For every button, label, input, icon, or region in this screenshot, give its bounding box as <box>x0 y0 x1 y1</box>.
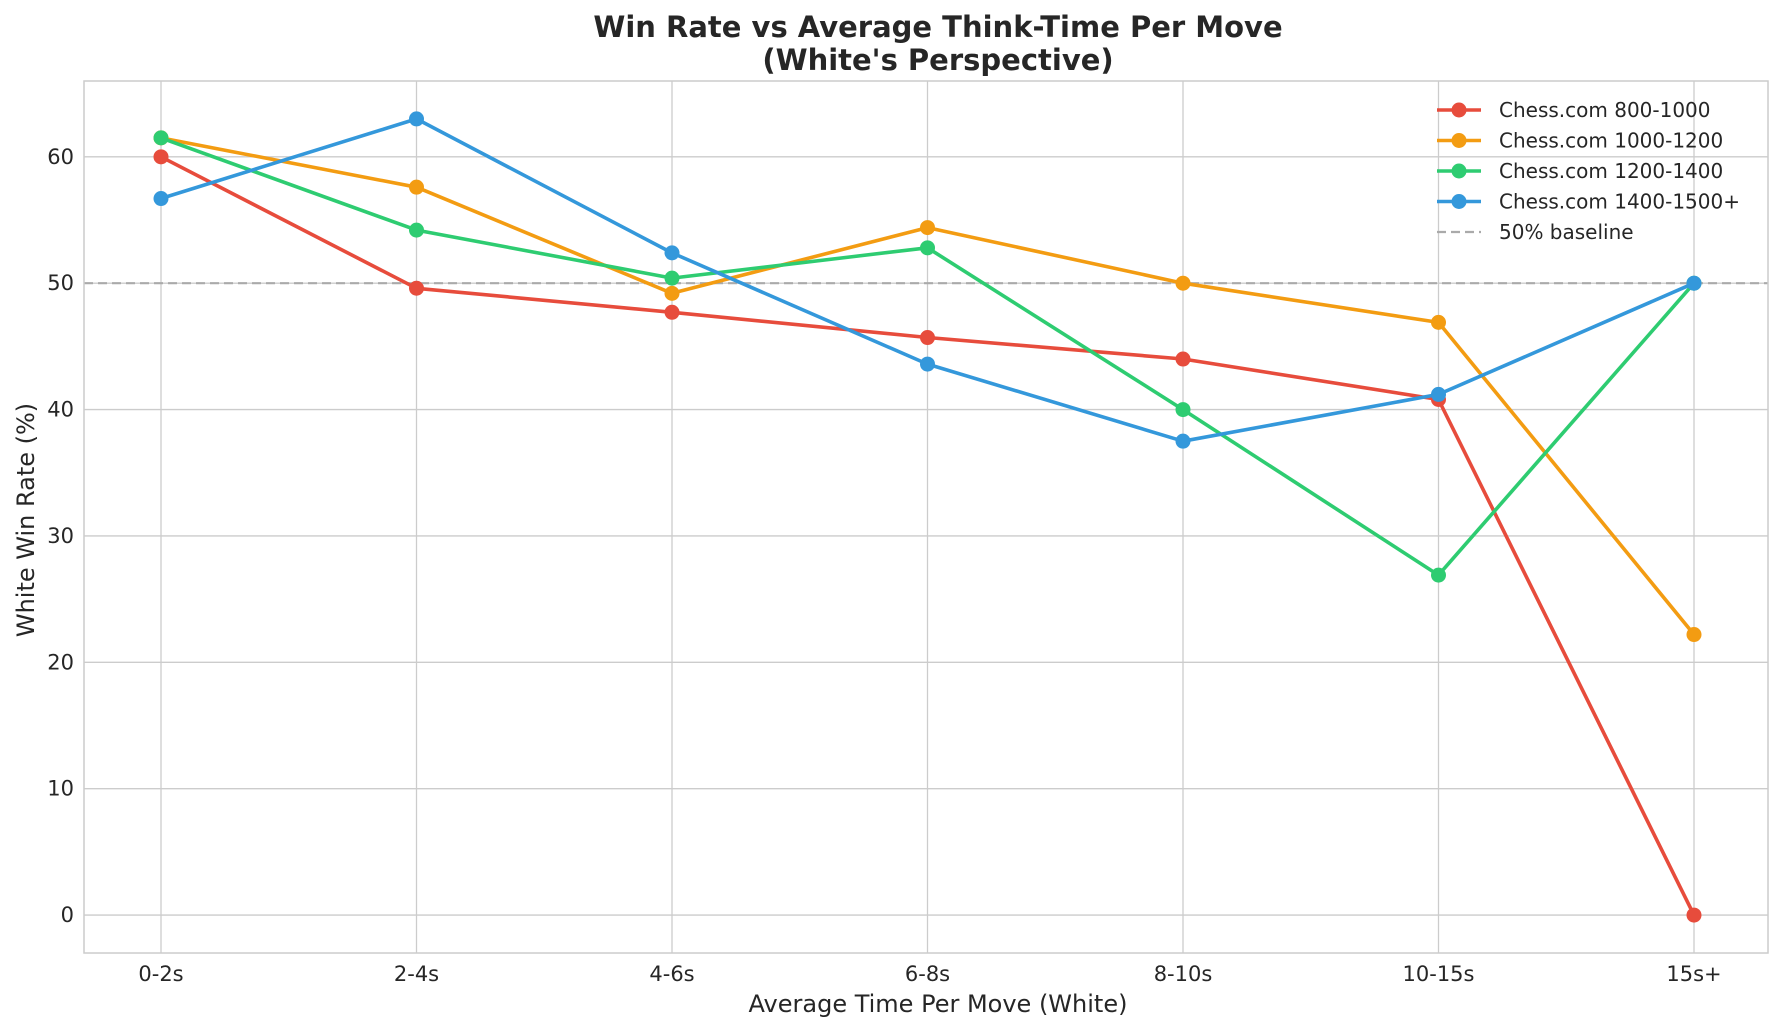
data-point <box>1686 907 1702 923</box>
legend-marker <box>1451 133 1467 148</box>
data-point <box>664 245 680 261</box>
data-point <box>153 130 169 146</box>
plot-frame <box>83 80 1769 954</box>
y-tick-label: 20 <box>47 650 74 674</box>
legend-label: Chess.com 1200-1400 <box>1499 159 1723 183</box>
data-point <box>1431 386 1446 402</box>
y-tick-label: 10 <box>47 777 74 801</box>
x-tick-label: 8-10s <box>1154 962 1213 986</box>
ticks-layer: 0 10 20 30 40 50 60 0-2s 2-4s 4-6s 6-8s 8-10s 10-15s… <box>47 145 1721 986</box>
legend-marker <box>1451 163 1467 179</box>
data-point <box>1175 433 1191 449</box>
x-tick-label: 0-2s <box>138 962 183 986</box>
chart-title-line1: Win Rate vs Average Think-Time Per Move <box>593 10 1282 44</box>
data-point <box>664 270 680 286</box>
x-tick-label: 2-4s <box>394 962 439 986</box>
data-point <box>1175 351 1191 367</box>
legend-label: Chess.com 1000-1200 <box>1499 129 1723 153</box>
data-point <box>1431 567 1446 583</box>
legend-label: Chess.com 1400-1500+ <box>1499 190 1740 214</box>
data-point <box>664 285 680 301</box>
x-tick-label: 10-15s <box>1403 962 1475 986</box>
data-point <box>920 356 935 372</box>
y-tick-label: 40 <box>47 398 74 422</box>
series-layer <box>153 111 1702 923</box>
y-axis-label: White Win Rate (%) <box>12 403 40 637</box>
y-tick-label: 60 <box>47 145 74 169</box>
chart-title-line2: (White's Perspective) <box>762 43 1113 77</box>
data-point <box>1175 275 1191 291</box>
y-tick-label: 0 <box>61 903 74 927</box>
data-point <box>920 220 935 236</box>
data-point <box>153 191 169 207</box>
data-point <box>1686 275 1702 291</box>
legend-label: Chess.com 800-1000 <box>1499 98 1711 122</box>
data-point <box>1431 314 1446 330</box>
data-point <box>664 304 680 320</box>
data-point <box>409 179 424 195</box>
data-point <box>409 222 424 238</box>
data-point <box>409 111 424 127</box>
data-point <box>920 330 935 346</box>
data-point <box>153 149 169 165</box>
legend-marker <box>1451 194 1467 209</box>
legend: Chess.com 800-1000 Chess.com 1000-1200 Che… <box>1437 98 1740 244</box>
data-point <box>1686 627 1702 643</box>
data-point <box>409 280 424 296</box>
x-tick-label: 15s+ <box>1666 962 1721 986</box>
legend-baseline-label: 50% baseline <box>1499 220 1634 244</box>
y-tick-label: 30 <box>47 524 74 548</box>
y-tick-label: 50 <box>47 271 74 295</box>
x-tick-label: 6-8s <box>905 962 950 986</box>
axes-layer <box>83 80 1769 954</box>
data-point <box>1175 402 1191 418</box>
data-point <box>920 240 935 256</box>
x-axis-label: Average Time Per Move (White) <box>749 990 1128 1018</box>
x-tick-label: 4-6s <box>649 962 694 986</box>
legend-marker <box>1451 102 1467 118</box>
